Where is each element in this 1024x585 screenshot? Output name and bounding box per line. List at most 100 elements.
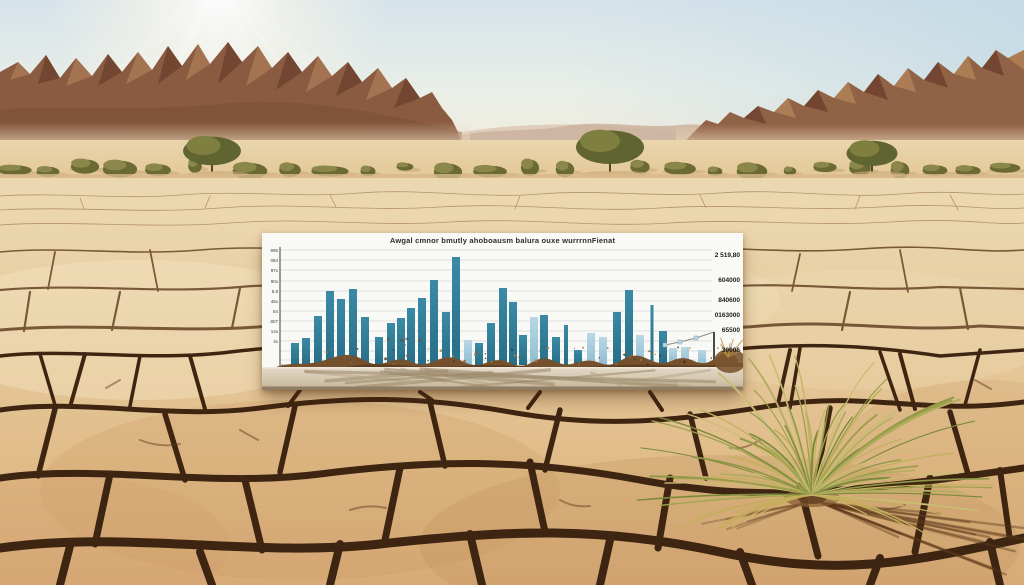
dirt-speckle: [574, 347, 576, 349]
bar: [387, 323, 395, 365]
dirt-speckle: [634, 358, 636, 361]
dirt-speckle: [484, 352, 486, 355]
dirt-speckle: [650, 351, 653, 354]
dirt-speckle: [687, 349, 689, 351]
y-axis-left-tick-label: 45x: [270, 298, 278, 304]
dirt-speckle: [474, 351, 477, 354]
dirt-speckle: [452, 360, 455, 363]
dirt-speckle: [401, 339, 405, 343]
dirt-speckle: [510, 348, 514, 352]
dirt-speckle: [405, 337, 408, 341]
bar: [302, 338, 310, 365]
dirt-speckle: [654, 353, 656, 356]
fine-cracks: [0, 191, 1024, 226]
bar: [698, 350, 706, 365]
tree-canopy-highlight: [580, 129, 620, 152]
dirt-speckle: [578, 363, 580, 365]
y-axis-right-tick-label: 0163000: [714, 311, 740, 319]
tree-canopy-highlight: [849, 140, 880, 158]
corner-dry-grass: [722, 351, 729, 358]
dirt-speckle: [418, 339, 422, 343]
shrub-highlight: [0, 164, 22, 171]
dirt-speckle: [331, 349, 333, 351]
dirt-speckle: [427, 359, 429, 362]
shrub-highlight: [279, 162, 295, 172]
bar: [669, 348, 677, 365]
corner-dry-grass: [727, 338, 734, 358]
dirt-speckle: [546, 346, 550, 350]
dirt-speckle: [614, 362, 618, 366]
dirt-speckle: [356, 347, 359, 350]
ledge-mottle: [356, 367, 551, 390]
dirt-speckle: [350, 362, 352, 364]
dirt-speckle: [639, 359, 643, 362]
bar: [599, 337, 607, 365]
ledge-bottom-edge: [262, 386, 743, 390]
dirt-speckle: [392, 363, 395, 365]
corner-dry-grass: [720, 343, 729, 358]
bar: [564, 325, 568, 365]
shrub-highlight: [989, 162, 1011, 169]
y-axis-right-tick-label: 604000: [718, 276, 740, 284]
bar: [650, 305, 654, 365]
shrub-highlight: [71, 158, 91, 168]
bar: [587, 333, 595, 365]
trend-line: [664, 331, 715, 346]
dirt-speckle: [717, 347, 719, 349]
tree-canopy-highlight: [186, 135, 221, 155]
y-axis-left-tick-label: 5.8: [271, 288, 278, 294]
bar: [659, 331, 667, 365]
bar: [314, 316, 322, 365]
dirt-speckle: [582, 346, 585, 349]
y-axis-right-tick-label: 30006: [721, 346, 740, 354]
dirt-speckle: [484, 357, 487, 360]
chart-title: Awgal cmnor bmutly ahoboausm balura ouxe…: [389, 236, 616, 245]
dirt-speckle: [534, 359, 538, 363]
shrub-highlight: [233, 161, 257, 173]
bar: [574, 350, 582, 365]
dirt-speckle: [625, 351, 627, 354]
dirt-speckle: [473, 353, 476, 356]
dirt-speckle: [671, 357, 673, 359]
bar: [418, 298, 426, 365]
dirt-speckle: [659, 354, 662, 357]
dirt-speckle: [682, 360, 686, 364]
dirt-speckle: [407, 338, 409, 340]
shrub-highlight: [521, 158, 534, 170]
bars: [291, 257, 706, 365]
dirt-speckle: [710, 357, 713, 359]
bar: [407, 308, 415, 365]
bar: [349, 289, 357, 365]
shrub-highlight: [955, 165, 973, 172]
bar: [326, 291, 334, 365]
y-axis-right-tick-label: 840600: [718, 296, 740, 304]
dirt-speckle: [463, 359, 466, 363]
y-axis-left-tick-label: 995: [270, 247, 278, 253]
y-axis-left-tick-label: 14x: [270, 328, 278, 334]
bar: [442, 312, 450, 365]
shrub-highlight: [737, 162, 758, 173]
bar: [361, 317, 369, 365]
dirt-speckle: [564, 356, 566, 359]
bar: [430, 280, 438, 365]
dirt-speckle: [518, 355, 521, 359]
bar: [613, 312, 621, 365]
ledge-mottle: [304, 369, 717, 384]
bar: [540, 315, 548, 365]
y-axis-left-tick-label: 90x: [270, 278, 278, 284]
bar: [464, 340, 472, 365]
bar: [397, 318, 405, 365]
dirt-speckle: [513, 353, 517, 357]
shrub-highlight: [922, 164, 940, 172]
dirt-speckle: [439, 349, 443, 353]
shrub-highlight: [783, 166, 793, 172]
y-axis-left-tick-label: 97x: [270, 267, 278, 273]
shrub-highlight: [36, 166, 53, 173]
bar: [452, 257, 460, 365]
dirt-speckle: [573, 362, 576, 365]
stone-ledge: [262, 337, 743, 390]
corner-dry-grass: [727, 349, 742, 358]
chart-plot: [262, 247, 743, 390]
line-overlay: [662, 331, 715, 365]
